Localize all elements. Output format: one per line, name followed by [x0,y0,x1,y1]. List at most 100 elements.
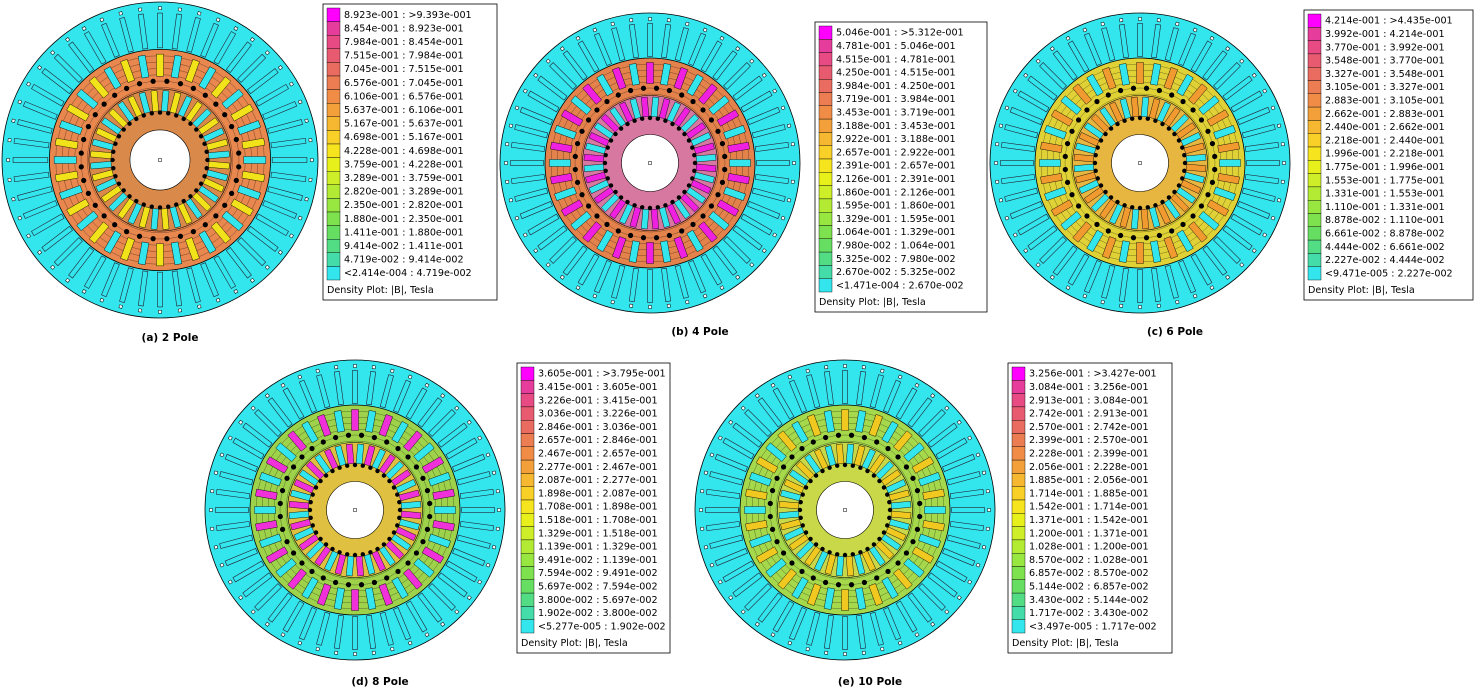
node-marker [862,366,865,369]
legend-label: 3.226e-001 : 3.415e-001 [538,395,658,406]
legend-swatch [1012,460,1025,473]
legend-swatch [327,103,340,117]
node-marker [159,310,162,313]
figure: 8.923e-001 : >9.393e-0018.454e-001 : 8.9… [0,0,1475,694]
node-marker [787,124,791,128]
legend-swatch [327,35,340,49]
node-marker [1101,300,1105,304]
legend-swatch [327,49,340,63]
legend-swatch [1308,67,1321,80]
legend-label: 2.087e-001 : 2.277e-001 [538,475,658,486]
node-marker [667,19,670,22]
legend-title: Density Plot: |B|, Tesla [1012,638,1119,649]
legend-label: 3.453e-001 : 3.719e-001 [836,107,956,118]
stator-tooth [842,590,849,611]
node-marker [793,162,796,165]
node-marker [197,305,201,309]
panel: 5.046e-001 : >5.312e-0014.781e-001 : 5.0… [500,13,987,338]
legend-swatch [327,212,340,226]
legend-label: 3.327e-001 : 3.548e-001 [1325,69,1445,80]
legend-label: 4.250e-001 : 4.515e-001 [836,68,956,79]
stator-tooth [925,507,946,514]
legend-label: 1.329e-001 : 1.518e-001 [538,528,658,539]
node-marker [825,366,828,369]
legend-label: 3.992e-001 : 4.214e-001 [1325,29,1445,40]
legend-swatch [521,553,534,566]
legend-label: 1.200e-001 : 1.371e-001 [1029,528,1149,539]
winding-dot [308,508,312,512]
legend-swatch [1012,420,1025,433]
legend-swatch [819,172,832,185]
node-marker [214,471,218,475]
page: {"panels": [ {"caption": "(a) 2 Pole", "… [0,0,1475,694]
legend-title: Density Plot: |B|, Tesla [327,285,434,296]
legend-swatch [521,513,534,526]
winding-dot [693,161,697,165]
legend-swatch [819,186,832,199]
node-marker [611,300,615,304]
node-marker [844,365,847,368]
motor-plot [695,360,995,660]
legend-label: 3.415e-001 : 3.605e-001 [538,382,658,393]
node-marker [1283,162,1286,165]
legend-swatch [327,239,340,253]
node-marker [335,366,338,369]
legend-swatch [327,117,340,131]
node-marker [988,509,991,512]
legend-swatch [1012,593,1025,606]
legend-swatch [819,66,832,79]
node-marker [390,647,394,651]
node-marker [1139,306,1142,309]
legend-label: 4.719e-002 : 9.414e-002 [344,255,464,266]
legend-swatch [521,420,534,433]
node-marker [7,159,10,162]
node-marker [986,527,989,530]
legend-label: 2.350e-001 : 2.820e-001 [344,200,464,211]
legend-swatch [1308,134,1321,147]
legend-swatch [1308,174,1321,187]
legend: 3.256e-001 : >3.427e-0013.084e-001 : 3.2… [1008,363,1172,653]
legend-swatch [1308,267,1321,280]
legend-label: <2.414e-004 : 4.719e-002 [344,268,472,279]
legend-swatch [1308,14,1321,27]
legend-label: 1.329e-001 : 1.595e-001 [836,214,956,225]
legend-swatch [819,252,832,265]
winding-dot [110,158,114,162]
legend-title: Density Plot: |B|, Tesla [1308,285,1415,296]
legend-label: 9.414e-002 : 1.411e-001 [344,241,464,252]
legend-swatch [521,593,534,606]
node-marker [372,366,375,369]
node-marker [492,545,496,549]
legend-label: 1.139e-001 : 1.329e-001 [538,542,658,553]
node-marker [630,304,633,307]
legend-label: 1.708e-001 : 1.898e-001 [538,502,658,513]
legend-swatch [521,447,534,460]
winding-dot [798,508,802,512]
node-marker [211,527,214,530]
winding-dot [205,158,209,162]
legend-swatch [1012,434,1025,447]
legend-swatch [1308,107,1321,120]
legend-swatch [521,473,534,486]
legend-label: 2.391e-001 : 2.657e-001 [836,161,956,172]
node-marker [791,180,794,183]
stator-tooth [745,507,766,514]
stator-tooth [1040,160,1061,167]
node-marker [1157,19,1160,22]
legend-swatch [819,239,832,252]
center-marker [159,159,162,162]
legend-swatch [521,407,534,420]
legend-label: 1.717e-002 : 3.430e-002 [1029,608,1149,619]
center-marker [844,509,847,512]
node-marker [509,124,513,128]
node-marker [509,198,513,202]
node-marker [1157,304,1160,307]
node-marker [999,198,1003,202]
legend: 3.605e-001 : >3.795e-0013.415e-001 : 3.6… [517,363,670,653]
caption: (d) 8 Pole [351,676,408,688]
stator-tooth [157,54,164,76]
legend-swatch [327,90,340,104]
legend-swatch [819,199,832,212]
legend-label: 4.781e-001 : 5.046e-001 [836,41,956,52]
